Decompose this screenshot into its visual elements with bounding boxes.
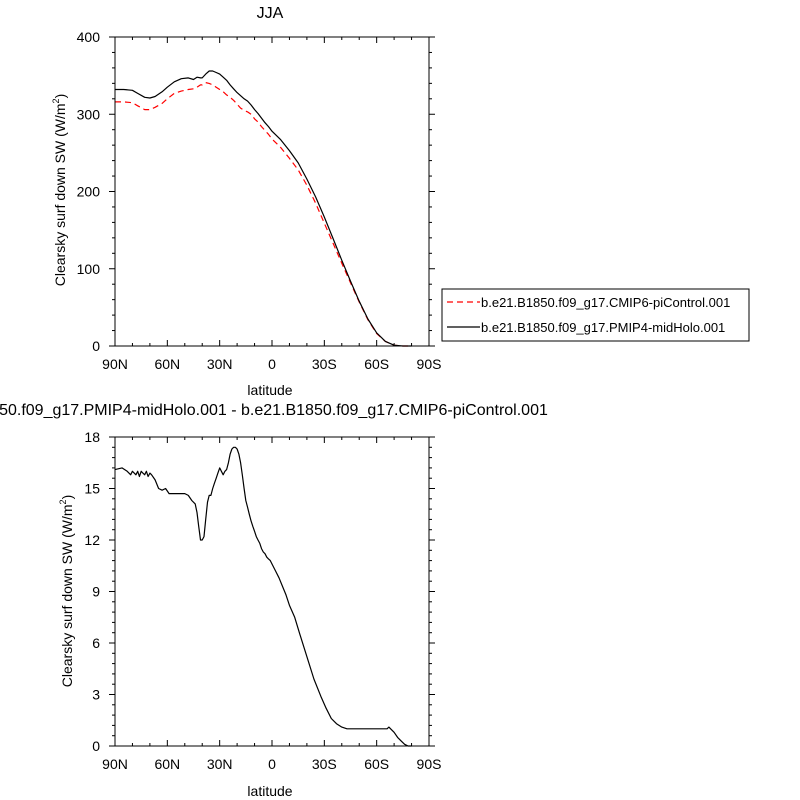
bottom-x-axis-title: latitude (247, 783, 292, 799)
bottom-ticks-group: 90N 60N 30N 0 30S 60S 90S 0 3 6 9 12 15 18 (84, 429, 441, 772)
bottom-y-axis-title: Clearsky surf down SW (W/m2) (58, 495, 75, 688)
top-y-tick-label: 400 (77, 29, 101, 45)
top-y-axis-title: Clearsky surf down SW (W/m2) (51, 94, 68, 287)
top-x-tick-label: 60N (154, 356, 180, 372)
legend-box (441, 288, 750, 342)
bottom-panel: b.e21.B1850.f09_g17.PMIP4-midHolo.001 - … (0, 402, 548, 799)
top-x-tick-label: 0 (268, 356, 276, 372)
top-y-tick-label: 300 (77, 106, 101, 122)
bottom-y-tick-label: 15 (84, 481, 100, 497)
bottom-x-tick-label: 30S (312, 756, 337, 772)
top-x-tick-label: 30S (312, 356, 337, 372)
bottom-y-tick-label: 3 (92, 687, 100, 703)
bottom-y-tick-label: 6 (92, 635, 100, 651)
legend: b.e21.B1850.f09_g17.CMIP6-piControl.001 … (441, 288, 750, 342)
top-series-line-0 (115, 81, 412, 347)
bottom-x-tick-label: 60S (364, 756, 389, 772)
top-x-tick-label: 60S (364, 356, 389, 372)
top-x-tick-label: 90S (417, 356, 442, 372)
bottom-y-axis-title-main: Clearsky surf down SW (W/m (59, 504, 75, 687)
top-x-tick-label: 90N (102, 356, 128, 372)
bottom-y-tick-label: 9 (92, 584, 100, 600)
top-x-axis-title: latitude (247, 382, 292, 398)
bottom-plot-frame (114, 436, 430, 747)
top-y-tick-label: 100 (77, 261, 101, 277)
top-ticks-group: 90N 60N 30N 0 30S 60S 90S 0 100 200 300 400 (77, 29, 442, 372)
legend-entry-midholo: b.e21.B1850.f09_g17.PMIP4-midHolo.001 (481, 320, 725, 335)
bottom-x-tick-label: 0 (268, 756, 276, 772)
top-x-tick-label: 30N (207, 356, 233, 372)
bottom-x-tick-label: 90S (417, 756, 442, 772)
top-y-axis-title-sup: 2 (51, 98, 61, 103)
bottom-y-tick-label: 12 (84, 532, 100, 548)
top-y-axis-title-main: Clearsky surf down SW (W/m (52, 103, 68, 286)
top-panel: JJA 90N 60N 30N 0 30S 60S 90S 0 100 200 300 400 lat… (51, 5, 441, 398)
bottom-panel-title: b.e21.B1850.f09_g17.PMIP4-midHolo.001 - … (0, 402, 548, 419)
bottom-y-axis-title-close: ) (59, 495, 75, 500)
bottom-x-tick-label: 60N (154, 756, 180, 772)
top-series-group (115, 70, 412, 347)
legend-entry-picontrol: b.e21.B1850.f09_g17.CMIP6-piControl.001 (481, 295, 730, 310)
bottom-y-axis-title-sup: 2 (58, 499, 68, 504)
bottom-series-line-0 (114, 446, 412, 747)
bottom-y-tick-label: 0 (92, 738, 100, 754)
top-panel-title: JJA (257, 5, 284, 22)
bottom-x-tick-label: 90N (102, 756, 128, 772)
top-series-line-1 (115, 70, 412, 347)
top-y-axis-title-close: ) (52, 94, 68, 99)
bottom-y-tick-label: 18 (84, 429, 100, 445)
bottom-x-tick-label: 30N (207, 756, 233, 772)
top-y-tick-label: 200 (77, 184, 101, 200)
bottom-series-group (114, 446, 412, 747)
top-y-tick-label: 0 (92, 338, 100, 354)
top-plot-frame (114, 36, 430, 347)
